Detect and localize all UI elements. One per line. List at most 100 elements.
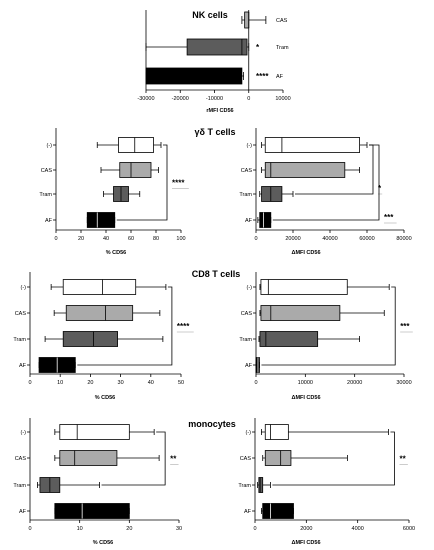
- gd_pct-box: [86, 212, 116, 228]
- cd8_pct-significance: ****: [177, 322, 190, 331]
- mono_mfi-x-axis-label: ΔMFI CD56: [291, 540, 320, 546]
- gd_mfi-x-axis-label: ΔMFI CD56: [291, 250, 320, 256]
- gd_mfi-significance: ***: [384, 213, 394, 222]
- cd8_mfi-category-label: CAS: [241, 311, 253, 317]
- gd_mfi-box: [259, 212, 272, 228]
- gd_pct-x-axis-label: % CD56: [106, 250, 126, 256]
- cd8_mfi-category-label: Tram: [239, 337, 252, 343]
- gd_pct-category-label: (-): [47, 143, 53, 149]
- gd_pct-x-tick-label: 40: [103, 236, 109, 242]
- cd8_pct-x-tick-label: 20: [87, 380, 93, 386]
- gd_mfi-significance: *: [378, 184, 382, 193]
- mono_mfi-x-tick-label: 6000: [403, 526, 415, 532]
- mono_mfi-category-label: CAS: [240, 456, 252, 462]
- nk-significance: ****: [256, 72, 269, 81]
- gd_mfi-x-tick-label: 0: [254, 236, 257, 242]
- cd8_pct-category-label: (-): [21, 285, 27, 291]
- mono_pct-x-tick-label: 0: [28, 526, 31, 532]
- cd8_pct-box: [62, 279, 137, 295]
- cd8_pct-category-label: CAS: [15, 311, 27, 317]
- nk-x-tick-label: -20000: [172, 96, 189, 102]
- nk-significance: *: [256, 43, 260, 52]
- cd8_pct-box: [62, 331, 118, 347]
- mono_mfi-x-tick-label: 2000: [300, 526, 312, 532]
- nk-x-tick-label: -10000: [206, 96, 223, 102]
- nk-x-axis-label: rMFI CD56: [206, 108, 233, 114]
- gd_mfi-box: [264, 137, 360, 153]
- mono_mfi-category-label: (-): [246, 430, 252, 436]
- cd8_mfi-bracket: [261, 286, 396, 366]
- cd8_mfi-x-tick-label: 0: [254, 380, 257, 386]
- cd8_pct-title: CD8 T cells: [192, 269, 241, 279]
- nk-box: [244, 11, 250, 29]
- mono_pct-x-tick-label: 30: [176, 526, 182, 532]
- nk-category-label: Tram: [276, 45, 289, 51]
- mono_mfi-box: [264, 450, 292, 466]
- gd_pct-significance: ****: [172, 179, 185, 188]
- cd8_pct-x-tick-label: 10: [57, 380, 63, 386]
- cd8_pct-category-label: Tram: [13, 337, 26, 343]
- gd_pct-x-tick-label: 80: [153, 236, 159, 242]
- cd8_pct-x-axis-label: % CD56: [95, 395, 115, 401]
- cd8_pct-category-label: AF: [19, 363, 27, 369]
- nk-title: NK cells: [192, 10, 228, 20]
- mono_pct-category-label: AF: [19, 509, 27, 515]
- cd8_mfi-box: [259, 331, 319, 347]
- mono_mfi-x-tick-label: 4000: [352, 526, 364, 532]
- nk-x-tick-label: 0: [247, 96, 250, 102]
- gd_pct-box: [118, 137, 154, 153]
- gd_mfi-x-tick-label: 80000: [396, 236, 411, 242]
- mono_mfi-category-label: AF: [244, 509, 252, 515]
- mono_pct-category-label: (-): [21, 430, 27, 436]
- cd8_pct-x-tick-label: 40: [148, 380, 154, 386]
- gd_mfi-bracket: [272, 144, 380, 221]
- nk-box: [186, 38, 248, 56]
- nk-x-tick-label: 10000: [275, 96, 290, 102]
- cd8_mfi-significance: ***: [400, 322, 410, 331]
- cd8_mfi-x-axis-label: ΔMFI CD56: [291, 395, 320, 401]
- nk-box: [145, 67, 243, 85]
- gd_pct-x-tick-label: 20: [78, 236, 84, 242]
- gd_mfi-category-label: Tram: [239, 192, 252, 198]
- mono_pct-title: monocytes: [188, 419, 236, 429]
- cd8_pct-x-tick-label: 30: [118, 380, 124, 386]
- gd_mfi-box: [261, 186, 283, 202]
- mono_pct-significance: **: [170, 455, 177, 464]
- gd_pct-x-tick-label: 60: [128, 236, 134, 242]
- mono_mfi-box: [264, 424, 289, 440]
- cd8_pct-box: [65, 305, 134, 321]
- gd_mfi-x-tick-label: 40000: [322, 236, 337, 242]
- mono_mfi-box: [262, 503, 294, 519]
- nk-x-tick-label: -30000: [137, 96, 154, 102]
- gd_pct-box: [119, 162, 152, 178]
- mono_mfi-box: [258, 477, 264, 493]
- cd8_pct-bracket: [77, 286, 173, 366]
- gd_pct-x-tick-label: 100: [176, 236, 185, 242]
- nk-category-label: AF: [276, 74, 284, 80]
- mono_pct-category-label: Tram: [13, 483, 26, 489]
- gd_mfi-category-label: AF: [245, 218, 253, 224]
- mono_mfi-category-label: Tram: [238, 483, 251, 489]
- cd8_mfi-category-label: AF: [245, 363, 253, 369]
- cd8_pct-x-tick-label: 0: [28, 380, 31, 386]
- mono_pct-x-tick-label: 10: [77, 526, 83, 532]
- cd8_mfi-box: [260, 279, 348, 295]
- mono_pct-box: [59, 424, 130, 440]
- gd_mfi-box: [264, 162, 346, 178]
- gd_pct-category-label: AF: [45, 218, 53, 224]
- mono_pct-x-axis-label: % CD56: [93, 540, 113, 546]
- cd8_mfi-x-tick-label: 30000: [396, 380, 411, 386]
- gd_mfi-x-tick-label: 60000: [359, 236, 374, 242]
- cd8_mfi-x-tick-label: 20000: [347, 380, 362, 386]
- gd_mfi-category-label: CAS: [241, 168, 253, 174]
- mono_mfi-bracket: [272, 431, 395, 486]
- gd_pct-bracket: [116, 144, 168, 221]
- mono_pct-x-tick-label: 20: [126, 526, 132, 532]
- nk-category-label: CAS: [276, 18, 288, 24]
- cd8_mfi-category-label: (-): [247, 285, 253, 291]
- gd_pct-x-tick-label: 0: [54, 236, 57, 242]
- gd_pct-category-label: CAS: [41, 168, 53, 174]
- mono_pct-category-label: CAS: [15, 456, 27, 462]
- cd8_mfi-x-tick-label: 10000: [298, 380, 313, 386]
